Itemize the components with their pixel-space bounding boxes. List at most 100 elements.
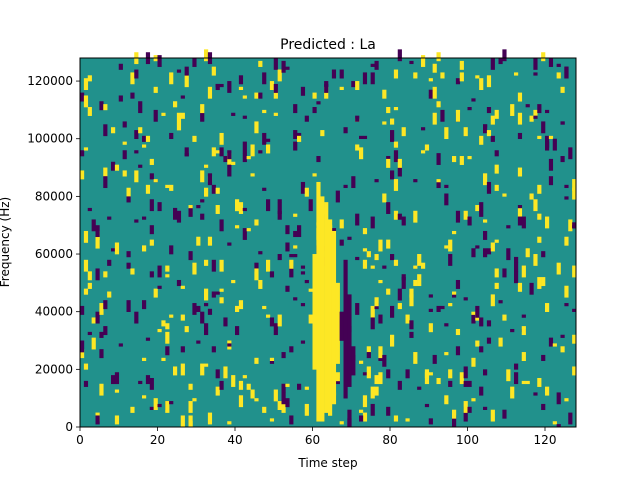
heatmap-cell — [444, 184, 449, 189]
heatmap-cell — [238, 380, 244, 390]
heatmap-cell — [114, 389, 120, 393]
heatmap-cell — [83, 259, 89, 272]
heatmap-cell — [521, 352, 526, 361]
heatmap-cell — [537, 377, 542, 387]
heatmap-cell — [293, 245, 298, 249]
heatmap-cell — [130, 72, 135, 85]
heatmap-cell — [145, 184, 151, 194]
heatmap-cell — [312, 173, 317, 177]
heatmap-cell — [297, 135, 302, 142]
heatmap-cell — [494, 150, 499, 157]
heatmap-cell — [448, 303, 453, 307]
heatmap-cell — [452, 230, 457, 235]
heatmap-cell — [114, 372, 120, 385]
heatmap-cell — [300, 86, 306, 96]
y-tick-label: 120000 — [27, 74, 73, 88]
heatmap-cell — [304, 187, 309, 197]
plot-area — [80, 49, 577, 428]
heatmap-cell — [517, 132, 523, 140]
heatmap-cell — [192, 398, 197, 402]
heatmap-cell — [227, 150, 232, 160]
heatmap-cell — [200, 104, 205, 114]
heatmap-cell — [564, 398, 569, 402]
heatmap-cell — [114, 415, 120, 425]
heatmap-cell — [490, 58, 495, 70]
heatmap-cell — [572, 265, 577, 278]
heatmap-cell — [529, 193, 534, 200]
heatmap-cell — [506, 369, 511, 382]
heatmap-cell — [386, 239, 391, 249]
heatmap-cell — [114, 242, 120, 255]
heatmap-cell — [409, 331, 414, 338]
heatmap-cell — [502, 49, 507, 62]
heatmap-cell — [200, 311, 205, 324]
heatmap-cell — [564, 236, 569, 246]
heatmap-cell — [95, 236, 100, 249]
heatmap-cell — [436, 101, 441, 108]
heatmap-cell — [83, 147, 89, 151]
heatmap-cell — [463, 366, 468, 379]
heatmap-cell — [262, 72, 267, 85]
heatmap-cell — [339, 219, 344, 229]
heatmap-cell — [417, 386, 422, 390]
heatmap-cell — [184, 147, 189, 157]
heatmap-cell — [161, 357, 166, 361]
heatmap-cell — [196, 205, 201, 209]
heatmap-cell — [215, 187, 220, 194]
heatmap-cell — [103, 167, 108, 177]
heatmap-cell — [564, 66, 569, 79]
heatmap-cell — [277, 314, 282, 327]
heatmap-band — [347, 294, 352, 387]
heatmap-cell — [99, 349, 104, 359]
heatmap-cell — [153, 179, 158, 183]
heatmap-cell — [568, 219, 573, 232]
heatmap-cell — [393, 415, 399, 422]
heatmap-cell — [455, 78, 461, 85]
heatmap-cell — [452, 415, 457, 428]
heatmap-cell — [269, 418, 275, 422]
heatmap-band — [359, 415, 364, 422]
heatmap-cell — [339, 86, 344, 91]
heatmap-cell — [176, 210, 182, 223]
heatmap-cell — [386, 369, 391, 379]
heatmap-cell — [83, 288, 89, 295]
heatmap-cell — [188, 251, 193, 261]
heatmap-cell — [142, 245, 147, 252]
heatmap-cell — [87, 207, 92, 212]
heatmap-cell — [475, 75, 480, 79]
heatmap-cell — [529, 282, 534, 295]
heatmap-cell — [200, 112, 205, 122]
heatmap-cell — [242, 153, 247, 163]
y-tick-label: 100000 — [27, 132, 73, 146]
heatmap-cell — [312, 107, 317, 114]
heatmap-cell — [448, 254, 453, 266]
heatmap-cell — [432, 112, 437, 125]
heatmap-cell — [490, 115, 495, 125]
heatmap-cell — [494, 239, 499, 243]
heatmap-cell — [374, 60, 379, 70]
heatmap-cell — [269, 81, 275, 91]
heatmap-cell — [397, 167, 402, 177]
heatmap-cell — [545, 216, 550, 229]
heatmap-cell — [227, 343, 232, 347]
heatmap-cell — [374, 375, 379, 385]
heatmap-cell — [362, 412, 368, 422]
heatmap-cell — [227, 164, 232, 177]
heatmap-cell — [405, 418, 410, 422]
heatmap-cell — [521, 265, 526, 278]
heatmap-cell — [169, 245, 174, 255]
heatmap-cell — [180, 112, 185, 119]
heatmap-cell — [455, 279, 461, 289]
heatmap-cell — [165, 265, 170, 272]
heatmap-cell — [126, 196, 131, 203]
heatmap-cell — [269, 360, 275, 364]
heatmap-cell — [475, 305, 480, 318]
heatmap-cell — [87, 75, 92, 82]
heatmap-cell — [80, 340, 85, 353]
heatmap-cell — [421, 262, 426, 269]
heatmap-cell — [386, 107, 391, 114]
heatmap-cell — [572, 334, 577, 344]
heatmap-cell — [165, 184, 170, 189]
heatmap-cell — [556, 392, 561, 405]
